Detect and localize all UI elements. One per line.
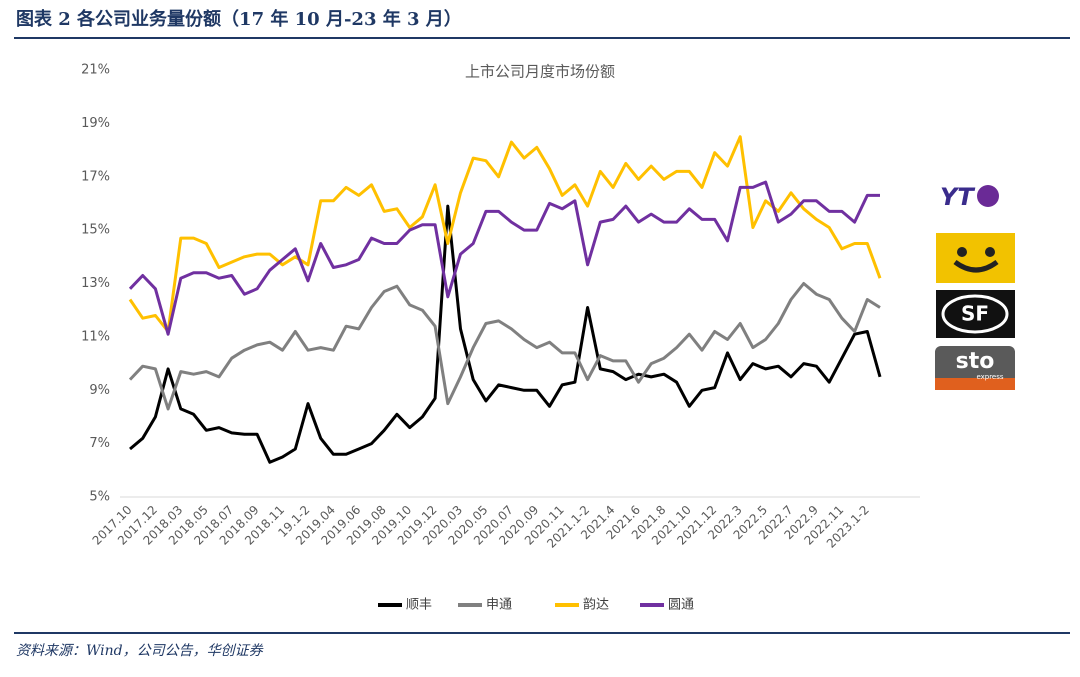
logo-sto-sub: express [976, 373, 1003, 381]
logo-sto-band [935, 378, 1015, 390]
logo-sf-ring [941, 294, 1009, 334]
series-line [128, 135, 882, 333]
series-line [129, 204, 882, 464]
series-line [128, 180, 880, 336]
legend-label: 申通 [486, 598, 512, 613]
logo-yunda [936, 233, 1015, 283]
header-title: 图表 2 各公司业务量份额（17 年 10 月-23 年 3 月） [16, 8, 462, 30]
source: 资料来源：Wind，公司公告，华创证券 [16, 643, 264, 659]
chart-title: 上市公司月度市场份额 [465, 63, 615, 81]
logo-sf [936, 290, 1015, 338]
logo-yunda-eye [985, 247, 995, 257]
legend-label: 顺丰 [406, 598, 432, 613]
y-tick-label: 21% [81, 63, 110, 78]
y-tick-label: 5% [89, 490, 110, 505]
logo-sf-text: SF [961, 302, 989, 326]
y-tick-label: 7% [89, 436, 110, 451]
y-tick-label: 9% [89, 383, 110, 398]
y-tick-label: 11% [81, 329, 110, 344]
y-tick-label: 13% [81, 276, 110, 291]
logo-yto: YT [940, 183, 975, 211]
logo-yunda-eye [957, 247, 967, 257]
logo-yunda-smile [953, 259, 999, 273]
logo-yto-mark [977, 185, 999, 207]
legend-label: 韵达 [583, 598, 609, 613]
series-line [128, 282, 881, 411]
legend-label: 圆通 [668, 598, 694, 613]
logos: YT SF sto express [935, 183, 1015, 390]
y-tick-label: 15% [81, 223, 110, 238]
y-tick-label: 17% [81, 169, 110, 184]
logo-sto-text: sto [956, 349, 995, 374]
y-tick-label: 19% [81, 116, 110, 131]
